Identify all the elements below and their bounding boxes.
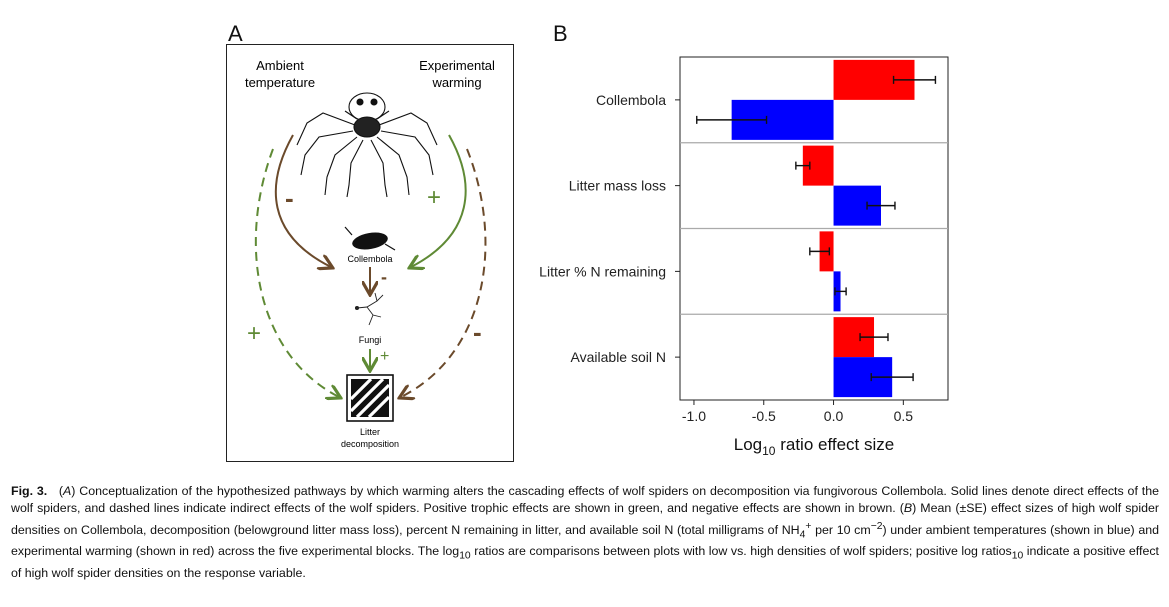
figure-caption: Fig. 3. (A) Conceptualization of the hyp… [11,483,1159,582]
direct-positive-sign: + [427,184,441,211]
fungi-label: Fungi [359,335,382,345]
caption-text: (A) Conceptualization of the hypothesize… [11,484,1159,580]
wolf-spider-illustration [296,92,438,198]
panel-a-letter: A [228,21,243,46]
fungi-litter-sign: + [380,348,389,365]
figure-label: Fig. 3. [11,484,48,498]
collembola-illustration [344,226,396,251]
category-label: Available soil N [571,349,666,365]
panel-b-letter: B [553,21,568,46]
conceptual-diagram: Ambient temperature Experimental warming… [226,44,514,462]
fungi-illustration [354,292,384,326]
indirect-positive-arrow [254,148,339,397]
direct-negative-arrow [274,134,331,267]
litter-illustration [346,374,394,422]
x-tick-label: -1.0 [682,408,706,424]
warming-label-line1: Experimental [419,58,495,73]
category-label: Collembola [596,92,666,108]
indirect-positive-sign: + [247,320,261,347]
litter-label-line1: Litter [360,427,380,437]
category-label: Litter mass loss [569,178,666,194]
direct-positive-arrow [411,134,467,267]
ambient-label-line2: temperature [245,75,315,90]
x-axis-label: Log10 ratio effect size [734,435,894,458]
litter-label-line2: decomposition [341,439,399,449]
indirect-negative-sign: - [473,317,482,347]
collembola-label: Collembola [347,254,392,264]
x-tick-label: 0.0 [824,408,844,424]
warming-label-line2: warming [431,75,481,90]
effect-size-chart: Collembola Litter mass loss Litter % N rem… [539,56,949,458]
category-label: Litter % N remaining [539,263,666,279]
direct-negative-sign: - [285,183,294,213]
ambient-label-line1: Ambient [256,58,304,73]
x-tick-label: 0.5 [894,408,914,424]
collembola-fungi-sign: - [381,267,387,287]
x-tick-label: -0.5 [752,408,776,424]
indirect-negative-arrow [401,148,487,397]
